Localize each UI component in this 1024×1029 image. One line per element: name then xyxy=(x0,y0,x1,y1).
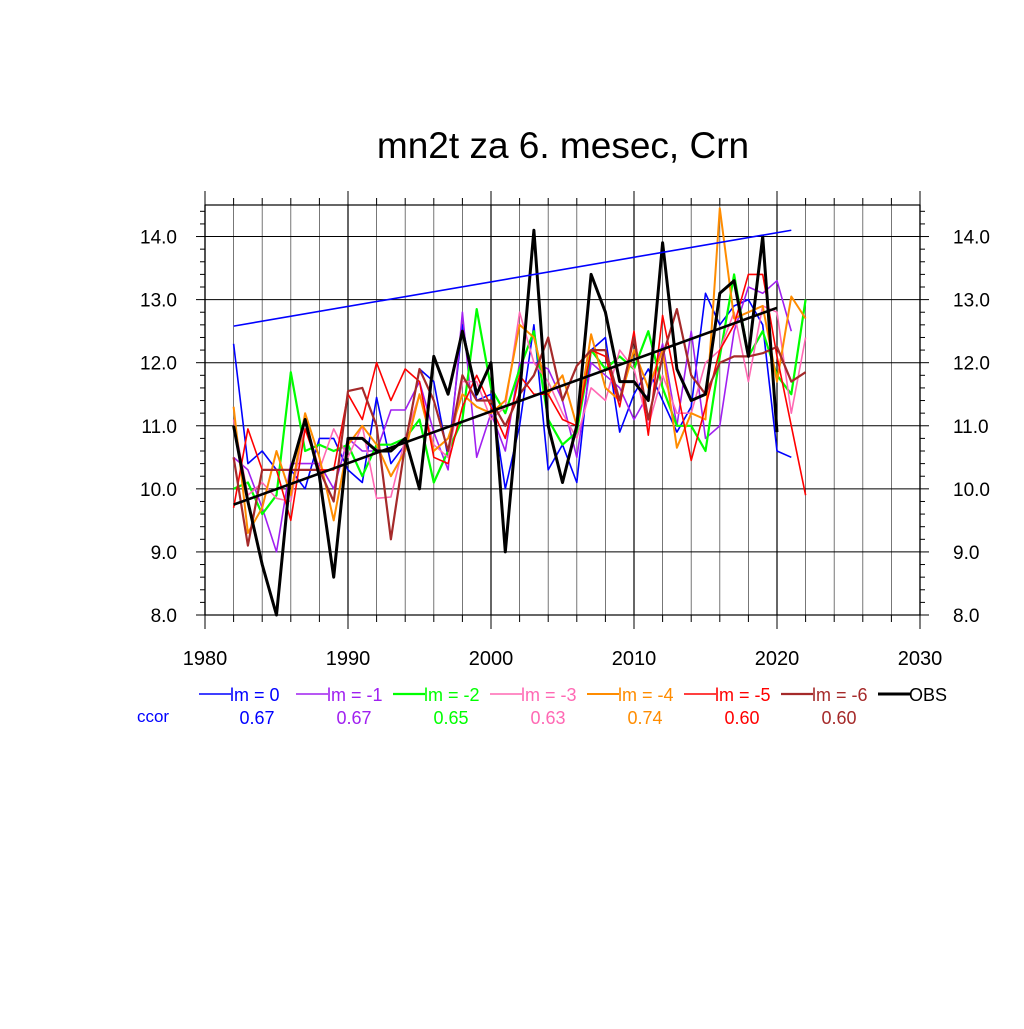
grid-layer xyxy=(204,205,921,616)
ccor-label: ccor xyxy=(137,707,169,726)
y-tick-label-right: 8.0 xyxy=(953,606,979,627)
legend: ccor lm = 0 0.67 lm = -1 0.67 lm = -2 0.65 lm =… xyxy=(137,685,947,728)
legend-label: lm = -2 xyxy=(424,685,480,705)
series-line-lm-1 xyxy=(233,279,793,553)
y-tick-label-right: 10.0 xyxy=(953,480,990,501)
x-tick-label: 2020 xyxy=(755,648,800,670)
y-tick-label-left: 8.0 xyxy=(151,606,177,627)
y-tick-label-left: 11.0 xyxy=(141,417,177,438)
ccor-value: 0.60 xyxy=(724,708,759,728)
ccor-value: 0.74 xyxy=(627,708,662,728)
legend-label: lm = -5 xyxy=(715,685,771,705)
trend-line-lm-0 xyxy=(233,229,792,327)
x-tick-label: 1990 xyxy=(326,648,371,670)
y-tick-label-right: 11.0 xyxy=(953,417,989,438)
legend-label: lm = -6 xyxy=(812,685,868,705)
series-layer xyxy=(232,207,807,617)
y-tick-label-right: 14.0 xyxy=(953,228,990,249)
y-tick-label-left: 12.0 xyxy=(140,354,177,375)
chart-title: mn2t za 6. mesec, Crn xyxy=(377,125,749,166)
ccor-value: 0.63 xyxy=(530,708,565,728)
y-tick-label-right: 13.0 xyxy=(953,291,990,312)
y-tick-label-left: 9.0 xyxy=(151,543,177,564)
ccor-value: 0.65 xyxy=(433,708,468,728)
x-tick-label: 2010 xyxy=(612,648,657,670)
ccor-value: 0.60 xyxy=(821,708,856,728)
ccor-value: 0.67 xyxy=(336,708,371,728)
x-tick-label: 2000 xyxy=(469,648,514,670)
trend-line-obs xyxy=(233,306,778,506)
legend-label: lm = 0 xyxy=(230,685,280,705)
legend-label: lm = -3 xyxy=(521,685,577,705)
plot-frame xyxy=(204,204,921,616)
ccor-value: 0.67 xyxy=(239,708,274,728)
x-tick-label: 2030 xyxy=(898,648,943,670)
series-line-obs xyxy=(232,228,779,617)
y-tick-label-left: 13.0 xyxy=(140,291,177,312)
y-tick-label-right: 12.0 xyxy=(953,354,990,375)
y-tick-label-left: 10.0 xyxy=(140,480,177,501)
y-tick-label-right: 9.0 xyxy=(953,543,979,564)
series-line-lm-4 xyxy=(232,207,807,534)
legend-label: OBS xyxy=(909,685,947,705)
axes-layer: 8.0 8.0 9.0 9.0 10.0 10.0 11.0 11.0 12.0 12.0 13.0… xyxy=(140,191,990,670)
series-line-lm-2 xyxy=(233,273,807,516)
x-tick-label: 1980 xyxy=(183,648,228,670)
y-tick-label-left: 14.0 xyxy=(140,228,177,249)
legend-label: lm = -4 xyxy=(618,685,674,705)
legend-label: lm = -1 xyxy=(327,685,383,705)
